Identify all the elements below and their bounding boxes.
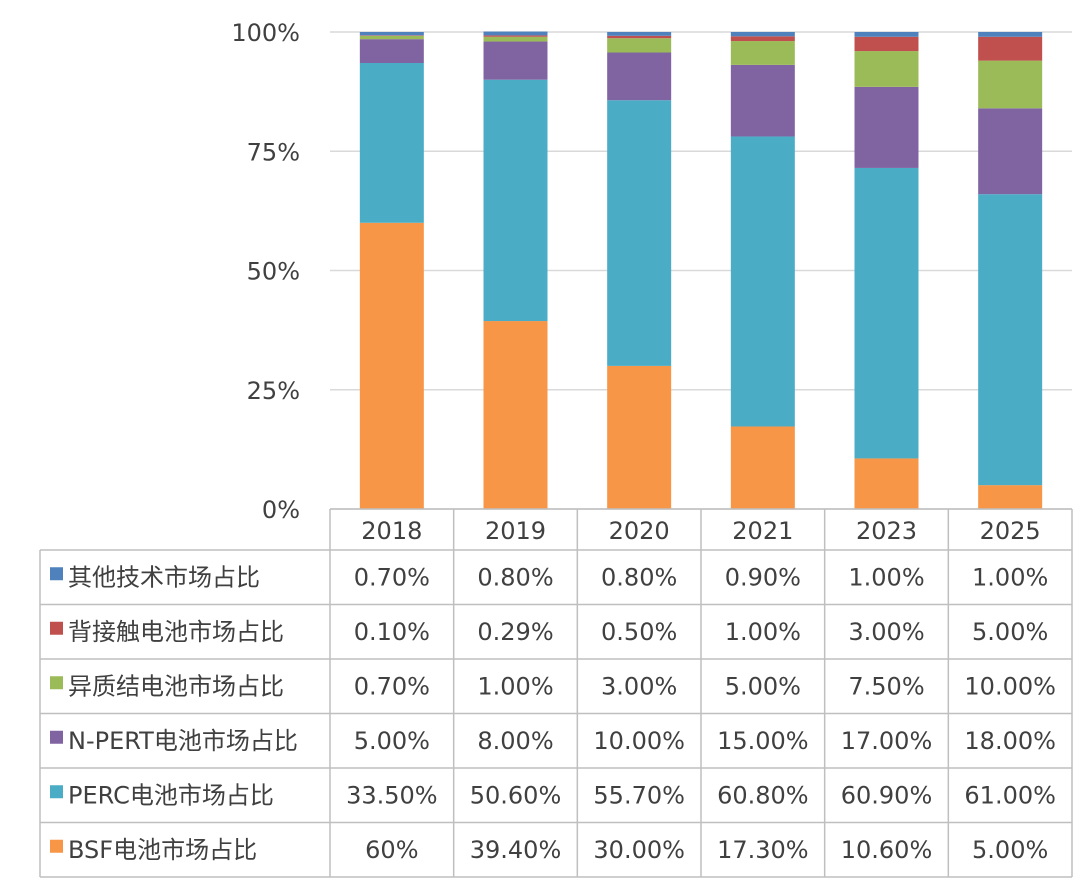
data-table: 2018 2019 2020 2021 2023 2025 其他技术市场占比 0.70% 0.8… bbox=[39, 508, 1073, 878]
bar-segment bbox=[483, 79, 548, 322]
bar-segment bbox=[607, 365, 672, 509]
bar-segment bbox=[978, 194, 1043, 486]
legend-swatch bbox=[50, 621, 63, 635]
legend-swatch bbox=[50, 676, 63, 690]
bar-segment bbox=[607, 38, 672, 53]
bar-segment bbox=[359, 35, 424, 40]
legend-swatch bbox=[50, 839, 63, 853]
legend-entry: BSF电池市场占比 bbox=[68, 836, 257, 864]
x-tick-label: 2025 bbox=[980, 517, 1041, 545]
data-label: 8.00% bbox=[477, 727, 553, 755]
data-label: 60% bbox=[365, 836, 418, 864]
bar-segment bbox=[359, 222, 424, 510]
data-label: 5.00% bbox=[725, 672, 801, 700]
bar-segment bbox=[730, 41, 795, 65]
bar-segment bbox=[854, 36, 919, 52]
bar-segment bbox=[730, 136, 795, 427]
data-label: 0.70% bbox=[354, 563, 430, 591]
bar-segment bbox=[978, 108, 1043, 195]
bar-segment bbox=[483, 321, 548, 509]
x-tick-label: 2023 bbox=[856, 517, 917, 545]
data-label: 1.00% bbox=[725, 618, 801, 646]
bar-segment bbox=[854, 458, 919, 509]
bar-segment bbox=[730, 426, 795, 509]
bar-segment bbox=[607, 32, 672, 36]
y-tick-label: 75% bbox=[247, 138, 300, 166]
x-tick-label: 2020 bbox=[609, 517, 670, 545]
data-label: 15.00% bbox=[717, 727, 809, 755]
data-label: 10.00% bbox=[964, 672, 1056, 700]
x-tick-label: 2018 bbox=[361, 517, 422, 545]
bar-segment bbox=[359, 63, 424, 223]
bar-segment bbox=[607, 100, 672, 366]
legend-entry: 其他技术市场占比 bbox=[68, 563, 260, 591]
data-label: 0.50% bbox=[601, 618, 677, 646]
legend-entry: PERC电池市场占比 bbox=[68, 781, 274, 809]
bar-segment bbox=[730, 36, 795, 42]
bar-segment bbox=[978, 36, 1043, 61]
gridlines bbox=[330, 31, 1072, 510]
data-label: 5.00% bbox=[972, 836, 1048, 864]
bar-segment bbox=[854, 51, 919, 87]
bar-segment bbox=[483, 36, 548, 42]
data-label: 17.00% bbox=[841, 727, 933, 755]
legend-swatch bbox=[50, 730, 63, 744]
data-label: 10.60% bbox=[841, 836, 933, 864]
bar-segment bbox=[483, 35, 548, 37]
data-label: 1.00% bbox=[477, 672, 553, 700]
bar-segment bbox=[730, 32, 795, 37]
data-label: 50.60% bbox=[470, 781, 562, 809]
legend-entry: N-PERT电池市场占比 bbox=[68, 727, 298, 755]
data-label: 3.00% bbox=[601, 672, 677, 700]
bar-segment bbox=[854, 32, 919, 37]
y-tick-label: 50% bbox=[247, 258, 300, 286]
data-label: 0.80% bbox=[477, 563, 553, 591]
bar-segment bbox=[359, 32, 424, 36]
data-label: 10.00% bbox=[593, 727, 685, 755]
data-label: 0.70% bbox=[354, 672, 430, 700]
bar-segment bbox=[730, 64, 795, 137]
data-label: 0.10% bbox=[354, 618, 430, 646]
bar-segment bbox=[607, 35, 672, 39]
x-tick-label: 2021 bbox=[732, 517, 793, 545]
y-tick-label: 25% bbox=[247, 377, 300, 405]
data-label: 1.00% bbox=[848, 563, 924, 591]
data-label: 5.00% bbox=[972, 618, 1048, 646]
legend-swatch bbox=[50, 567, 63, 581]
data-label: 7.50% bbox=[848, 672, 924, 700]
legend-swatch bbox=[50, 785, 63, 799]
data-label: 33.50% bbox=[346, 781, 438, 809]
bar-segment bbox=[607, 52, 672, 101]
legend-entry: 异质结电池市场占比 bbox=[68, 672, 284, 700]
data-label: 1.00% bbox=[972, 563, 1048, 591]
y-tick-label: 100% bbox=[231, 19, 300, 47]
legend-entry: 背接触电池市场占比 bbox=[68, 618, 284, 646]
data-label: 5.00% bbox=[354, 727, 430, 755]
data-label: 0.29% bbox=[477, 618, 553, 646]
data-label: 60.90% bbox=[841, 781, 933, 809]
data-label: 18.00% bbox=[964, 727, 1056, 755]
data-label: 0.80% bbox=[601, 563, 677, 591]
bar-segment bbox=[483, 31, 548, 36]
y-tick-label: 0% bbox=[262, 496, 300, 524]
x-tick-label: 2019 bbox=[485, 517, 546, 545]
bar-segment bbox=[483, 41, 548, 80]
data-label: 60.80% bbox=[717, 781, 809, 809]
y-axis: 0% 25% 50% 75% 100% bbox=[231, 19, 300, 524]
data-label: 61.00% bbox=[964, 781, 1056, 809]
bar-stacks bbox=[359, 31, 1043, 510]
bar-segment bbox=[854, 86, 919, 168]
data-label: 0.90% bbox=[725, 563, 801, 591]
data-label: 55.70% bbox=[593, 781, 685, 809]
bar-segment bbox=[978, 485, 1043, 509]
data-label: 39.40% bbox=[470, 836, 562, 864]
bar-segment bbox=[978, 60, 1043, 109]
data-label: 17.30% bbox=[717, 836, 809, 864]
data-label: 3.00% bbox=[848, 618, 924, 646]
bar-segment bbox=[359, 39, 424, 64]
bar-segment bbox=[978, 32, 1043, 37]
data-label: 30.00% bbox=[593, 836, 685, 864]
bar-segment bbox=[854, 167, 919, 459]
